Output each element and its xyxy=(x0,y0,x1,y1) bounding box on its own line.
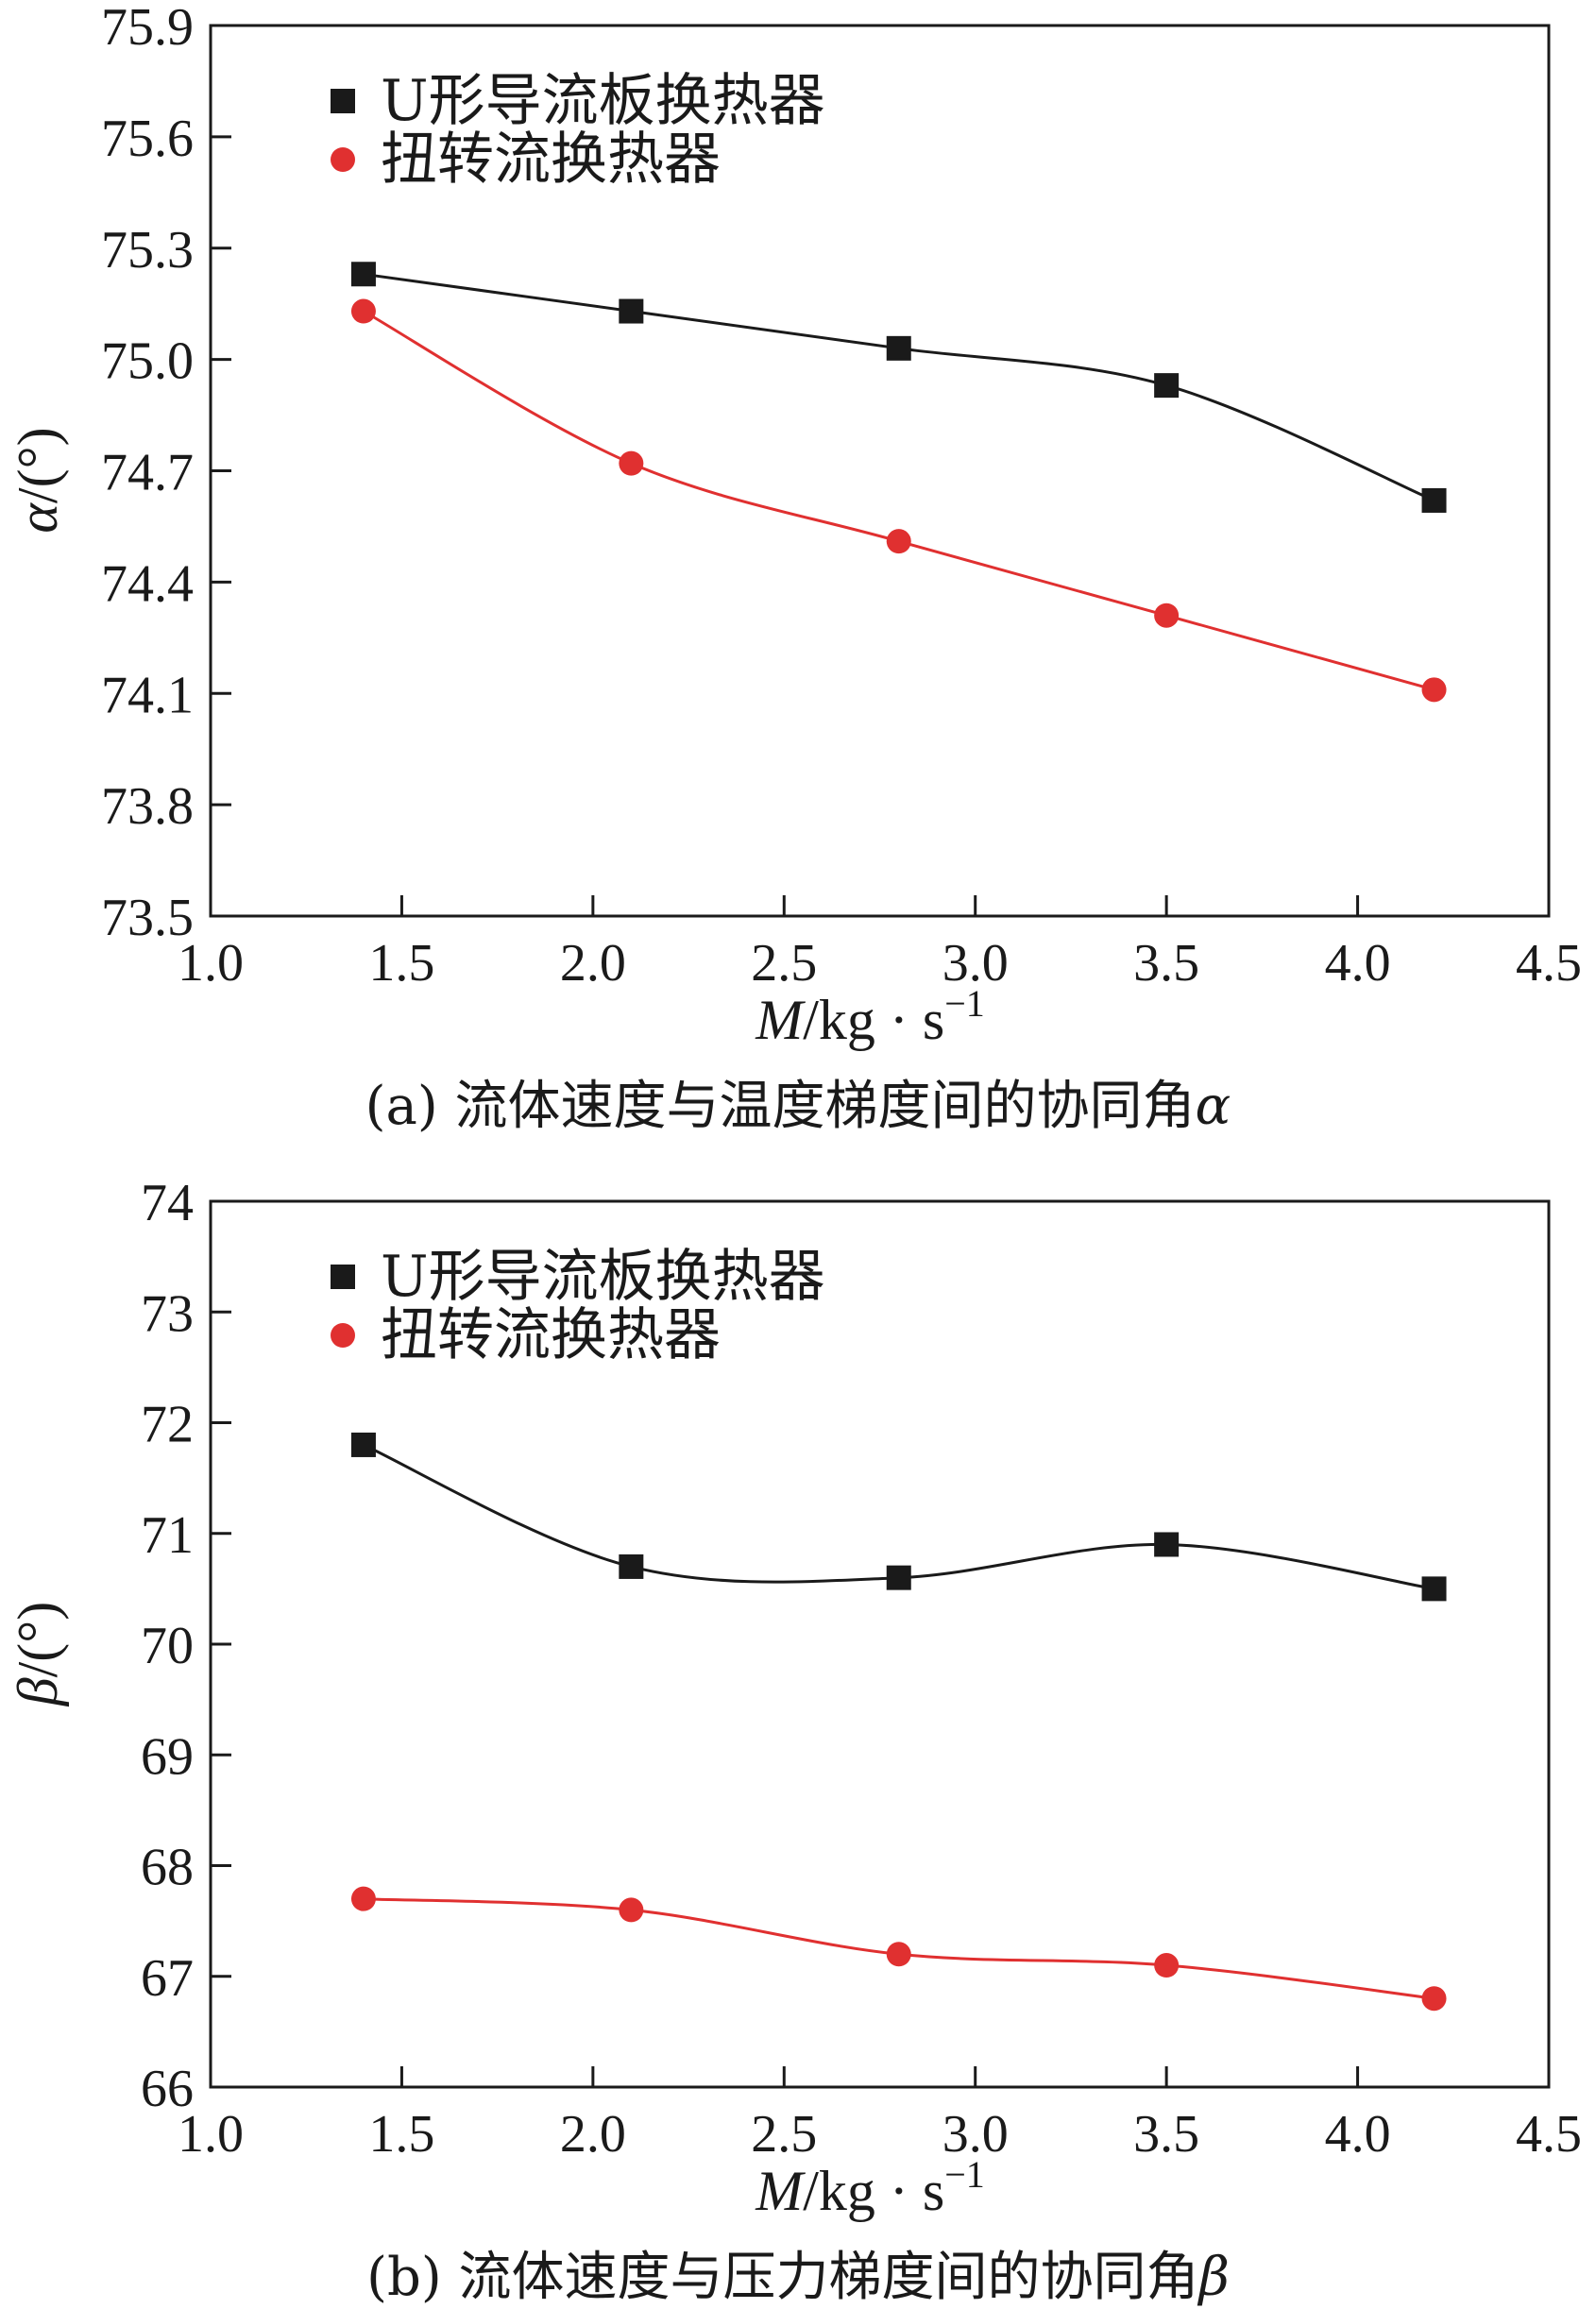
data-point-circle xyxy=(350,298,376,324)
data-point-square xyxy=(1154,1532,1180,1557)
x-axis-label: M/kg · s−1 xyxy=(755,2153,985,2222)
x-tick-label: 2.5 xyxy=(751,2105,817,2164)
y-tick-label: 74.4 xyxy=(101,554,194,613)
x-tick-label: 1.5 xyxy=(368,934,434,993)
y-tick-label: 72 xyxy=(141,1396,194,1454)
data-point-circle xyxy=(350,1886,376,1911)
data-point-circle xyxy=(1154,603,1180,628)
x-axis-label: M/kg · s−1 xyxy=(755,982,985,1051)
y-tick-label: 75.9 xyxy=(101,0,194,57)
legend-marker-square xyxy=(331,1265,355,1289)
data-point-circle xyxy=(886,529,911,554)
data-point-square xyxy=(619,1553,644,1579)
data-point-circle xyxy=(619,450,644,476)
series-line-2 xyxy=(363,310,1435,691)
figure-caption: (a) 流体速度与温度梯度间的协同角α xyxy=(365,1076,1231,1137)
data-point-square xyxy=(619,298,644,324)
data-point-circle xyxy=(886,1942,911,1967)
legend-label-2: 扭转流换热器 xyxy=(381,127,721,193)
data-point-square xyxy=(350,1432,376,1457)
data-point-circle xyxy=(1421,1986,1447,2012)
x-tick-label: 3.0 xyxy=(942,934,1009,993)
y-tick-label: 68 xyxy=(141,1839,194,1897)
data-point-circle xyxy=(1154,1953,1180,1978)
x-tick-label: 2.0 xyxy=(560,934,626,993)
y-tick-label: 74.1 xyxy=(101,666,194,724)
legend-label-1: U形导流板换热器 xyxy=(381,68,825,134)
y-tick-label: 75.3 xyxy=(101,221,194,280)
legend-label-1: U形导流板换热器 xyxy=(381,1244,825,1310)
x-tick-label: 1.0 xyxy=(178,934,244,993)
legend-marker-square xyxy=(331,89,355,113)
data-point-square xyxy=(1154,373,1180,399)
x-tick-label: 2.5 xyxy=(751,934,817,993)
figure-caption: (b) 流体速度与压力梯度间的协同角β xyxy=(366,2247,1230,2308)
y-tick-label: 73 xyxy=(141,1284,194,1343)
y-axis-label: β/(°) xyxy=(7,1602,69,1707)
x-tick-label: 1.5 xyxy=(368,2105,434,2164)
x-tick-label: 2.0 xyxy=(560,2105,626,2164)
x-tick-label: 3.5 xyxy=(1133,934,1199,993)
y-tick-label: 69 xyxy=(141,1727,194,1786)
x-tick-label: 4.0 xyxy=(1325,934,1391,993)
data-point-circle xyxy=(619,1897,644,1923)
y-tick-label: 67 xyxy=(141,1949,194,2008)
x-tick-label: 4.0 xyxy=(1325,2105,1391,2164)
legend-marker-circle xyxy=(331,147,355,172)
x-tick-label: 4.5 xyxy=(1516,2105,1582,2164)
x-tick-label: 3.0 xyxy=(942,2105,1009,2164)
data-point-square xyxy=(886,335,911,361)
data-point-circle xyxy=(1421,677,1447,703)
series-line-1 xyxy=(363,272,1435,502)
chart-panel-b: 1.0 1.5 2.0 2.5 3.0 3.5 4.0 4.5 66 67 68 69 70 71 72 73… xyxy=(7,1174,1582,2308)
legend-label-2: 扭转流换热器 xyxy=(381,1302,721,1368)
y-tick-label: 70 xyxy=(141,1617,194,1675)
y-tick-label: 75.0 xyxy=(101,332,194,391)
x-tick-label: 3.5 xyxy=(1133,2105,1199,2164)
y-tick-label: 73.5 xyxy=(101,889,194,947)
y-tick-label: 66 xyxy=(141,2060,194,2118)
y-tick-label: 75.6 xyxy=(101,110,194,168)
y-tick-label: 71 xyxy=(141,1506,194,1565)
data-point-square xyxy=(1421,487,1447,513)
data-point-square xyxy=(886,1565,911,1590)
legend-marker-circle xyxy=(331,1323,355,1348)
data-point-square xyxy=(1421,1576,1447,1602)
x-tick-label: 1.0 xyxy=(178,2105,244,2164)
data-point-square xyxy=(350,262,376,287)
y-tick-label: 74.7 xyxy=(101,444,194,502)
y-tick-label: 73.8 xyxy=(101,777,194,836)
x-tick-label: 4.5 xyxy=(1516,934,1582,993)
y-tick-label: 74 xyxy=(141,1174,194,1232)
chart-panel-a: 1.0 1.5 2.0 2.5 3.0 3.5 4.0 4.5 73.5 73.8 74.1 74.4… xyxy=(7,0,1582,1137)
y-axis-label: α/(°) xyxy=(7,427,69,533)
